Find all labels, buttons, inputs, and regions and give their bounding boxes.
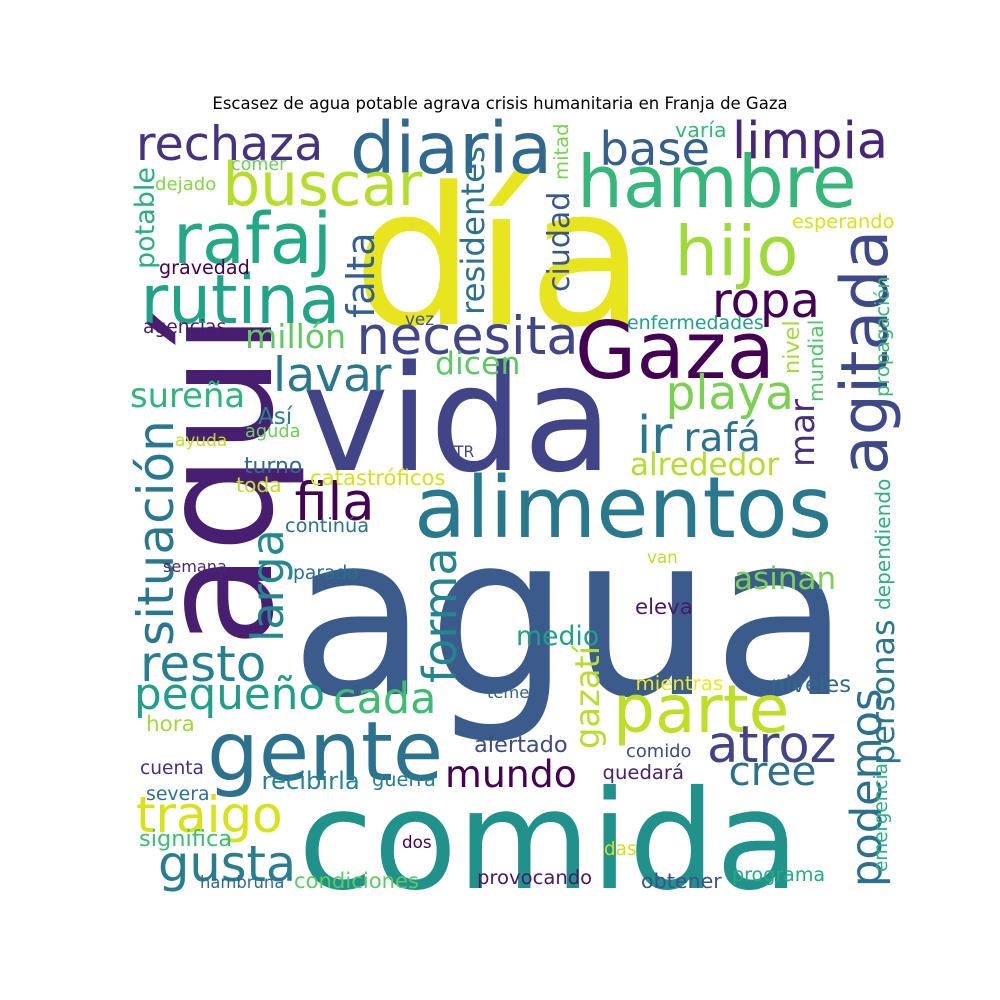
word-alimentos: alimentos — [414, 459, 833, 558]
word-gente: gente — [207, 704, 444, 800]
word-provocando: provocando — [477, 866, 593, 889]
word-ropa: ropa — [712, 273, 820, 329]
word-situacion: situación — [127, 420, 185, 646]
word-fila: fila — [294, 472, 375, 533]
word-continua: continúa — [285, 513, 370, 537]
word-vida: vida — [302, 333, 613, 505]
word-playa: playa — [665, 366, 794, 421]
chart-title: Escasez de agua potable agrava crisis hu… — [212, 94, 788, 113]
word-mitad: mitad — [550, 123, 573, 180]
word-asinan: asinan — [734, 561, 837, 597]
word-turno: turno — [244, 453, 303, 479]
word-comida: comida — [298, 762, 800, 921]
word-hora: hora — [146, 712, 195, 737]
word-propagacion: propagación — [871, 276, 894, 397]
word-necesita: necesita — [356, 306, 579, 367]
word-esperando: esperando — [792, 210, 895, 233]
word-larga: larga — [242, 528, 294, 642]
word-agencias: agencias — [143, 316, 227, 338]
word-forma: forma — [413, 547, 467, 683]
word-resto: resto — [140, 634, 267, 693]
word-rafa: rafá — [683, 416, 761, 461]
word-rafaj: rafaj — [173, 198, 333, 280]
word-atroz: atroz — [707, 715, 837, 775]
word-limpia: limpia — [732, 112, 889, 171]
word-comido: comido — [626, 741, 692, 762]
word-cuenta: cuenta — [140, 757, 204, 779]
word-traigo: traigo — [136, 786, 283, 844]
word-semana: semana — [163, 556, 227, 576]
word-vez: vez — [405, 308, 435, 329]
word-dia: día — [353, 147, 646, 370]
word-obtener: obtener — [641, 869, 722, 893]
word-comer: comer — [231, 154, 287, 175]
word-nivel: nivel — [778, 320, 805, 374]
word-ciudad: ciudad — [542, 191, 577, 292]
word-guerra: guerra — [372, 768, 436, 791]
word-asi: Así — [258, 403, 293, 430]
word-niveles: niveles — [771, 672, 852, 698]
word-gravedad: gravedad — [159, 255, 250, 279]
word-eleva: eleva — [635, 595, 693, 620]
word-hijo: hijo — [674, 212, 799, 292]
word-emergencia: emergencia — [871, 763, 892, 872]
word-aguda: aguda — [245, 422, 301, 442]
word-parado: parado — [293, 563, 359, 584]
word-dependiendo: dependiendo — [871, 478, 895, 610]
word-hambruna: hambruna — [200, 873, 285, 892]
word-gazati: gazatí — [567, 645, 607, 749]
word-toda: toda — [236, 473, 282, 497]
word-hambre: hambre — [577, 140, 857, 225]
word-surena: sureña — [130, 376, 246, 415]
word-varia: varía — [675, 118, 727, 142]
word-mundo: mundo — [445, 751, 577, 796]
word-alrededor: alrededor — [630, 447, 780, 483]
word-dos: dos — [402, 832, 432, 852]
word-gaza: Gaza — [575, 303, 775, 397]
word-severa: severa — [146, 782, 210, 805]
word-temen: temen — [487, 682, 540, 702]
word-dejado: dejado — [155, 173, 217, 195]
word-lavar: lavar — [273, 348, 392, 403]
word-tr: TR — [454, 442, 475, 461]
word-base: base — [599, 121, 710, 176]
word-catastroficos: catastróficos — [310, 464, 446, 490]
word-agua: agua — [290, 486, 851, 747]
word-cree: cree — [728, 746, 817, 795]
word-cada: cada — [333, 674, 437, 724]
word-residentes: residentes — [454, 145, 492, 315]
word-recibirla: recibirla — [261, 766, 360, 795]
word-pequeno: pequeño — [134, 668, 326, 720]
word-ayuda: ayuda — [175, 429, 228, 450]
word-rutina: rutina — [140, 260, 341, 339]
word-parte: parte — [613, 670, 790, 748]
word-van: van — [647, 547, 678, 567]
word-diaria: diaria — [350, 106, 553, 190]
word-dicen: dicen — [435, 346, 521, 382]
word-medio: medio — [516, 621, 600, 652]
word-gusta: gusta — [158, 834, 297, 893]
word-enfermedades: enfermedades — [627, 312, 764, 334]
word-millon: millón — [245, 317, 347, 356]
word-buscar: buscar — [222, 150, 423, 220]
word-alertado: alertado — [474, 732, 568, 758]
word-programa: programa — [732, 864, 826, 886]
word-condiciones: condiciones — [294, 868, 420, 893]
word-rechaza: rechaza — [136, 116, 324, 172]
word-mundial: mundial — [804, 319, 828, 402]
word-personas: personas — [864, 619, 902, 765]
word-ir: ir — [637, 405, 673, 466]
word-mientras: mientras — [635, 672, 724, 695]
word-quedara: quedará — [602, 761, 684, 784]
word-das: das — [604, 838, 637, 860]
word-significa: significa — [139, 825, 233, 852]
word-falta: falta — [338, 231, 383, 318]
